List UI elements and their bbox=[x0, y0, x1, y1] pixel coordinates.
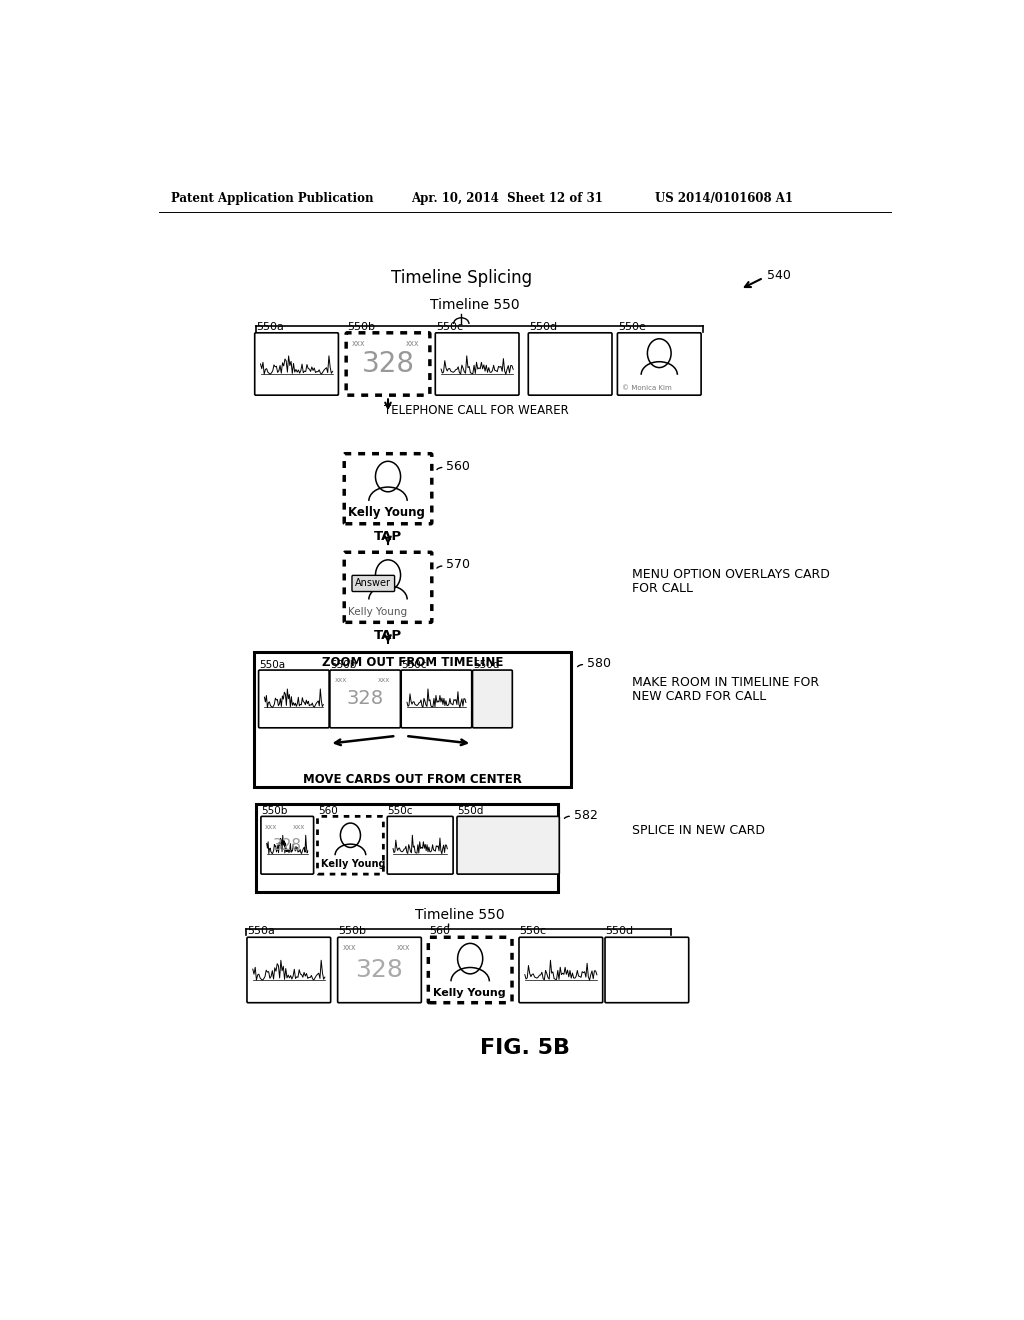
Text: ZOOM OUT FROM TIMELINE: ZOOM OUT FROM TIMELINE bbox=[322, 656, 503, 669]
Text: Kelly Young: Kelly Young bbox=[348, 506, 425, 519]
FancyBboxPatch shape bbox=[346, 333, 430, 395]
Text: MOVE CARDS OUT FROM CENTER: MOVE CARDS OUT FROM CENTER bbox=[303, 772, 522, 785]
Text: xxx: xxx bbox=[265, 824, 278, 830]
Text: 550a: 550a bbox=[248, 927, 275, 936]
Text: US 2014/0101608 A1: US 2014/0101608 A1 bbox=[655, 191, 793, 205]
Text: 560: 560 bbox=[317, 807, 338, 816]
Text: 550b: 550b bbox=[338, 927, 366, 936]
Text: Timeline 550: Timeline 550 bbox=[430, 298, 520, 312]
Text: TAP: TAP bbox=[374, 628, 402, 642]
Text: 550d: 550d bbox=[605, 927, 634, 936]
Text: TELEPHONE CALL FOR WEARER: TELEPHONE CALL FOR WEARER bbox=[384, 404, 569, 417]
FancyBboxPatch shape bbox=[617, 333, 701, 395]
Text: xxx: xxx bbox=[378, 677, 390, 684]
Text: NEW CARD FOR CALL: NEW CARD FOR CALL bbox=[632, 690, 766, 704]
Ellipse shape bbox=[376, 461, 400, 492]
Text: Kelly Young: Kelly Young bbox=[432, 987, 505, 998]
Text: 550d: 550d bbox=[458, 807, 483, 816]
Text: 550b: 550b bbox=[261, 807, 288, 816]
FancyBboxPatch shape bbox=[605, 937, 689, 1003]
FancyBboxPatch shape bbox=[247, 937, 331, 1003]
FancyBboxPatch shape bbox=[344, 552, 432, 622]
Text: 550d: 550d bbox=[473, 660, 500, 669]
FancyBboxPatch shape bbox=[330, 671, 400, 727]
FancyBboxPatch shape bbox=[338, 937, 421, 1003]
Text: Patent Application Publication: Patent Application Publication bbox=[171, 191, 373, 205]
Text: © Monica Kim: © Monica Kim bbox=[623, 385, 672, 391]
Text: 328: 328 bbox=[272, 838, 302, 853]
FancyBboxPatch shape bbox=[435, 333, 519, 395]
Text: xxx: xxx bbox=[343, 944, 356, 952]
Text: 550c: 550c bbox=[401, 660, 427, 669]
Ellipse shape bbox=[458, 944, 482, 974]
FancyBboxPatch shape bbox=[457, 816, 559, 874]
FancyBboxPatch shape bbox=[256, 804, 558, 892]
Text: FIG. 5B: FIG. 5B bbox=[480, 1038, 569, 1057]
Text: TAP: TAP bbox=[374, 529, 402, 543]
Text: 550c: 550c bbox=[519, 927, 547, 936]
FancyBboxPatch shape bbox=[344, 454, 432, 524]
Text: 550b: 550b bbox=[331, 660, 356, 669]
Text: 550b: 550b bbox=[347, 322, 376, 331]
Text: 560: 560 bbox=[446, 459, 470, 473]
Text: 580: 580 bbox=[587, 657, 610, 671]
Text: 550e: 550e bbox=[618, 322, 646, 331]
Text: xxx: xxx bbox=[335, 677, 347, 684]
Text: Answer: Answer bbox=[355, 578, 391, 589]
FancyBboxPatch shape bbox=[519, 937, 603, 1003]
Text: Apr. 10, 2014  Sheet 12 of 31: Apr. 10, 2014 Sheet 12 of 31 bbox=[411, 191, 603, 205]
Text: 328: 328 bbox=[361, 350, 415, 378]
Text: 550a: 550a bbox=[256, 322, 284, 331]
FancyBboxPatch shape bbox=[254, 652, 571, 787]
FancyBboxPatch shape bbox=[528, 333, 612, 395]
FancyBboxPatch shape bbox=[387, 816, 453, 874]
Ellipse shape bbox=[647, 339, 671, 367]
Text: 550c: 550c bbox=[388, 807, 413, 816]
FancyBboxPatch shape bbox=[401, 671, 472, 727]
Text: xxx: xxx bbox=[292, 824, 305, 830]
Text: 328: 328 bbox=[355, 958, 403, 982]
Text: 550c: 550c bbox=[436, 322, 464, 331]
FancyBboxPatch shape bbox=[317, 816, 383, 874]
FancyBboxPatch shape bbox=[255, 333, 338, 395]
FancyBboxPatch shape bbox=[428, 937, 512, 1003]
Text: Kelly Young: Kelly Young bbox=[348, 607, 408, 618]
Text: 582: 582 bbox=[573, 809, 597, 822]
Text: FOR CALL: FOR CALL bbox=[632, 582, 693, 595]
Text: MAKE ROOM IN TIMELINE FOR: MAKE ROOM IN TIMELINE FOR bbox=[632, 676, 819, 689]
Text: Timeline 550: Timeline 550 bbox=[415, 908, 505, 923]
Text: 550a: 550a bbox=[259, 660, 285, 669]
FancyBboxPatch shape bbox=[259, 671, 329, 727]
Text: MENU OPTION OVERLAYS CARD: MENU OPTION OVERLAYS CARD bbox=[632, 569, 829, 582]
Text: 328: 328 bbox=[346, 689, 384, 709]
Text: Kelly Young: Kelly Young bbox=[321, 859, 385, 869]
Text: xxx: xxx bbox=[406, 339, 419, 347]
Text: 560: 560 bbox=[429, 927, 450, 936]
Ellipse shape bbox=[340, 824, 360, 847]
Text: 570: 570 bbox=[446, 558, 470, 572]
FancyBboxPatch shape bbox=[261, 816, 313, 874]
Text: SPLICE IN NEW CARD: SPLICE IN NEW CARD bbox=[632, 824, 765, 837]
FancyBboxPatch shape bbox=[472, 671, 512, 727]
Text: Timeline Splicing: Timeline Splicing bbox=[391, 269, 531, 286]
FancyBboxPatch shape bbox=[352, 576, 394, 591]
Text: xxx: xxx bbox=[397, 944, 411, 952]
Text: xxx: xxx bbox=[352, 339, 366, 347]
Text: 550d: 550d bbox=[529, 322, 558, 331]
Ellipse shape bbox=[376, 560, 400, 590]
Text: 540: 540 bbox=[767, 269, 792, 282]
